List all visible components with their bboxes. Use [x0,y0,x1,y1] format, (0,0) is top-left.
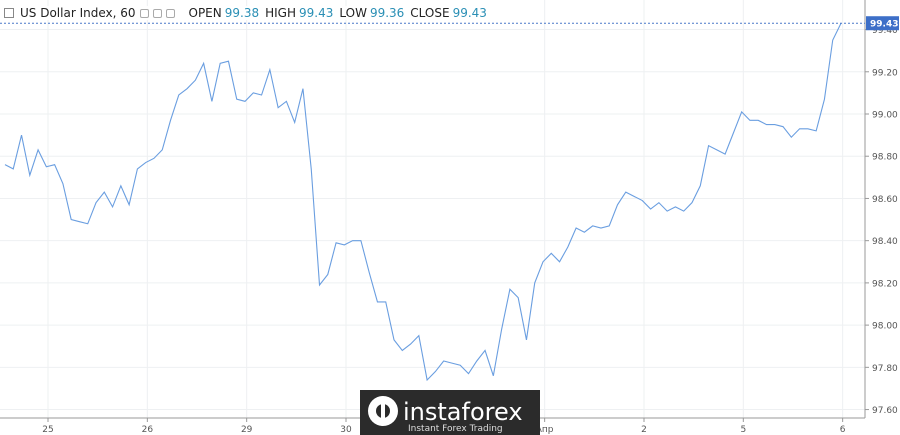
ohlc-label: OPEN [188,6,222,20]
ohlc-value: 99.43 [452,6,487,20]
ohlc-value: 99.38 [224,6,260,20]
ohlc-label: HIGH [265,6,296,20]
ohlc-label: CLOSE [410,6,450,20]
legend-header: US Dollar Index, 60 OPEN 99.38 HIGH 99.43 LO… [4,6,491,20]
x-tick-label: 5 [740,425,746,435]
x-tick-label: 25 [42,425,53,435]
last-price-box [866,16,899,31]
x-tick-label: 6 [840,425,846,435]
y-tick-label: 99.20 [872,68,898,78]
y-tick-label: 98.80 [872,153,898,163]
x-tick-label: 2 [641,425,647,435]
y-tick-label: 97.80 [872,364,898,374]
price-line [4,22,842,382]
ohlc-value: 99.36 [369,6,405,20]
watermark-brand: instaforex [403,398,523,426]
x-tick-label: Апр [536,425,554,435]
settings-icon[interactable] [165,8,175,18]
y-tick-label: 98.20 [872,279,898,289]
symbol-title: US Dollar Index, 60 [20,6,136,20]
x-tick-label: 29 [241,425,253,435]
y-tick-label: 98.60 [872,195,898,205]
x-tick-label: 26 [142,425,154,435]
watermark-logo [381,404,385,418]
settings-icon[interactable] [152,8,162,18]
y-tick-label: 99.00 [872,111,898,121]
y-tick-label: 99.40 [872,26,898,36]
watermark-tagline: Instant Forex Trading [408,424,503,434]
y-tick-label: 98.40 [872,237,898,247]
y-tick-label: 97.60 [872,406,898,416]
collapse-icon[interactable] [4,8,14,18]
y-tick-label: 98.00 [872,322,898,332]
ohlc-label: LOW [339,6,367,20]
last-price-label: 99.43 [870,20,898,30]
settings-icon[interactable] [139,8,149,18]
x-tick-label: 30 [340,425,352,435]
ohlc-value: 99.43 [299,6,334,20]
